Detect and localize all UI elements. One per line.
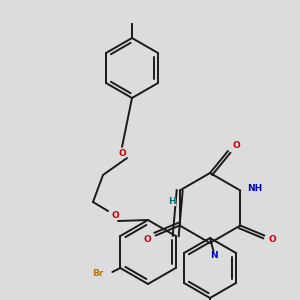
Text: O: O [111,211,119,220]
Text: O: O [232,140,240,149]
Text: NH: NH [247,184,262,193]
Text: N: N [210,250,218,260]
Text: O: O [118,148,126,158]
Text: O: O [268,235,276,244]
Text: H: H [168,197,176,206]
Text: O: O [144,235,152,244]
Text: Br: Br [93,269,104,278]
